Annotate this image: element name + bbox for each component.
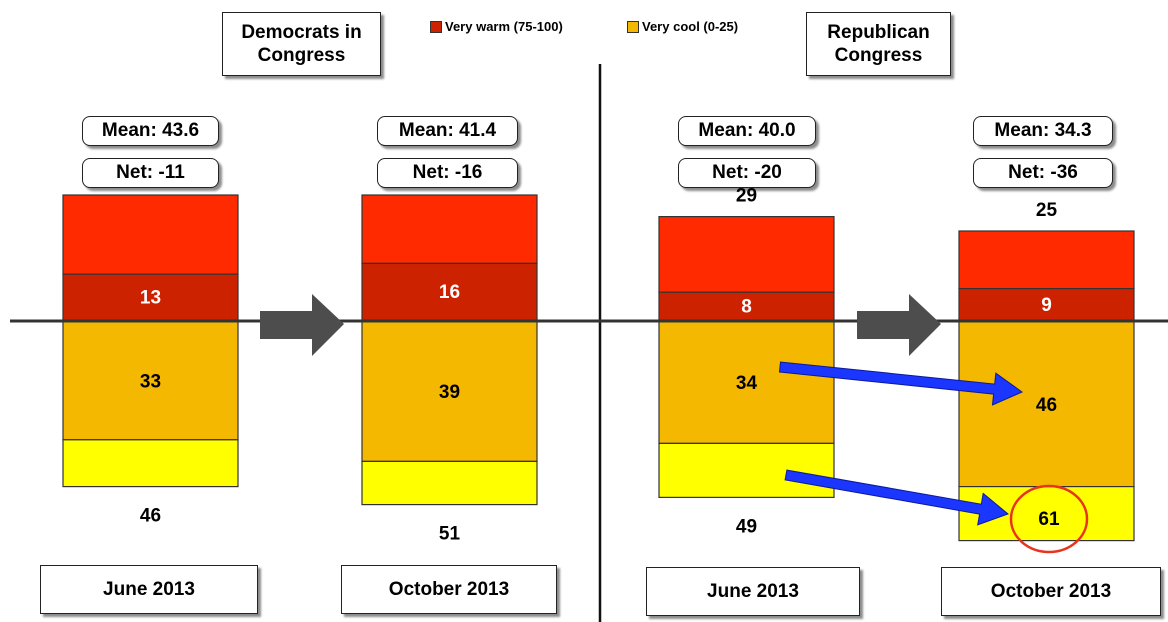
label-cool-total-dem-june: 46 <box>140 506 161 527</box>
legend-very-warm: Very warm (75-100) <box>430 19 563 34</box>
transition-arrow-democrats <box>260 294 344 356</box>
net-label-rep-october: Net: -36 <box>1008 162 1078 183</box>
democrats-title-line2: Congress <box>257 45 346 66</box>
label-very-warm-dem-june: 13 <box>140 288 161 309</box>
bar-segment-cool-rep-june <box>658 442 835 498</box>
change-arrow-very-cool <box>778 361 1024 406</box>
label-very-warm-dem-october: 16 <box>439 282 460 303</box>
label-very-cool-rep-june: 34 <box>736 373 758 394</box>
label-cool-total-rep-june: 49 <box>736 516 757 537</box>
net-box-dem-october: Net: -16 <box>377 158 518 188</box>
label-very-warm-rep-october: 9 <box>1041 295 1052 316</box>
label-cool-total-dem-october: 51 <box>439 524 461 545</box>
period-label-rep-october: October 2013 <box>990 580 1112 602</box>
bar-segment-warm-rep-october <box>958 230 1135 290</box>
mean-label-dem-june: Mean: 43.6 <box>101 120 200 141</box>
label-very-cool-dem-october: 39 <box>439 382 460 403</box>
net-box-rep-october: Net: -36 <box>973 158 1113 188</box>
bar-segment-very-warm-rep-october <box>958 288 1135 322</box>
republicans-panel-title: Republican Congress <box>806 12 951 76</box>
period-box-rep-june: June 2013 <box>646 567 860 616</box>
mean-box-rep-october: Mean: 34.3 <box>973 116 1113 146</box>
democrats-title-line1: Democrats in <box>241 22 362 43</box>
label-warm-total-rep-june: 29 <box>736 186 757 207</box>
transition-arrow-republicans <box>857 294 941 356</box>
period-box-rep-october: October 2013 <box>941 567 1161 616</box>
period-label-rep-june: June 2013 <box>707 580 799 602</box>
label-cool-total-rep-october: 61 <box>1038 509 1060 530</box>
legend-very-cool-label: Very cool (0-25) <box>642 19 739 34</box>
republicans-title-line2: Congress <box>834 45 923 66</box>
period-box-dem-october: October 2013 <box>341 565 557 614</box>
bar-segment-warm-rep-june <box>658 216 835 293</box>
bar-segment-cool-dem-october <box>361 460 538 506</box>
label-very-warm-rep-june: 8 <box>741 297 752 318</box>
democrats-panel-title: Democrats in Congress <box>222 12 381 76</box>
highlight-circle <box>1009 484 1089 554</box>
period-box-dem-june: June 2013 <box>40 565 258 614</box>
change-arrow-cool-total <box>784 469 1009 526</box>
republicans-title-line1: Republican <box>827 22 930 43</box>
label-very-cool-dem-june: 33 <box>140 371 161 392</box>
legend-very-warm-label: Very warm (75-100) <box>445 19 563 34</box>
label-warm-total-rep-october: 25 <box>1036 200 1058 221</box>
period-label-dem-june: June 2013 <box>103 578 195 600</box>
mean-label-rep-june: Mean: 40.0 <box>698 120 796 141</box>
mean-label-rep-october: Mean: 34.3 <box>994 120 1092 141</box>
net-box-dem-june: Net: -11 <box>82 158 219 188</box>
bar-segment-very-warm-dem-october <box>361 262 538 322</box>
net-label-rep-june: Net: -20 <box>712 162 782 183</box>
mean-box-dem-october: Mean: 41.4 <box>377 116 518 146</box>
bar-segment-warm-dem-june <box>62 194 239 275</box>
mean-box-dem-june: Mean: 43.6 <box>82 116 219 146</box>
period-label-dem-october: October 2013 <box>388 578 510 600</box>
net-box-rep-june: Net: -20 <box>678 158 816 188</box>
legend-very-warm-swatch <box>430 20 442 33</box>
bar-segment-very-warm-rep-june <box>658 291 835 322</box>
mean-box-rep-june: Mean: 40.0 <box>678 116 816 146</box>
net-label-dem-june: Net: -11 <box>116 162 185 183</box>
label-very-cool-rep-october: 46 <box>1036 395 1057 416</box>
legend-very-cool-swatch <box>627 20 639 33</box>
bar-segment-cool-dem-june <box>62 439 239 488</box>
mean-label-dem-october: Mean: 41.4 <box>398 120 497 141</box>
bar-segment-warm-dem-october <box>361 194 538 265</box>
bar-segment-very-cool-dem-october <box>361 320 538 462</box>
net-label-dem-october: Net: -16 <box>412 162 483 183</box>
legend-very-cool: Very cool (0-25) <box>627 19 738 34</box>
bar-segment-very-cool-dem-june <box>62 320 239 441</box>
